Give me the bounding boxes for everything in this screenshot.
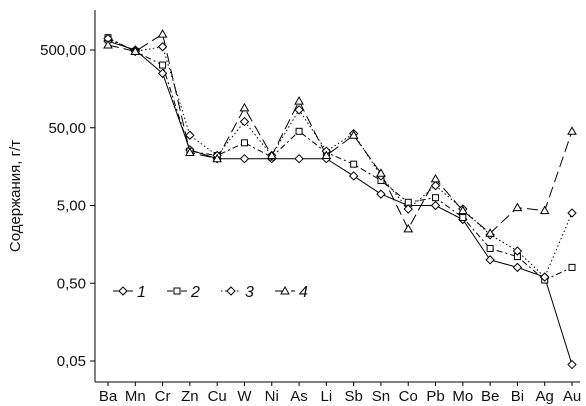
series-2-point xyxy=(159,61,167,69)
series-4-point xyxy=(457,205,468,215)
x-tick-label: Bi xyxy=(511,388,524,405)
series-3-point xyxy=(403,204,413,214)
series-4-point xyxy=(266,150,277,159)
series-4-point xyxy=(539,205,550,215)
series-4-point xyxy=(376,168,386,177)
series-1-point xyxy=(239,153,250,164)
x-tick-label: Ni xyxy=(265,388,279,405)
legend-marker-1 xyxy=(118,286,128,296)
y-tick-label: 0,50 xyxy=(57,275,86,292)
series-1-point xyxy=(485,255,495,265)
legend-marker-4 xyxy=(280,285,290,295)
series-2-point xyxy=(459,214,467,222)
x-ticks: Ba Mn Cr Zn Cu W Ni As Li Sb Sn Co Pb Mo Be Bi Ag Au xyxy=(99,382,581,405)
series-4-point xyxy=(130,46,141,55)
x-tick-label: Sn xyxy=(372,388,390,405)
series-4-line xyxy=(107,33,573,234)
series-4-point xyxy=(185,147,195,157)
y-tick-label: 0,05 xyxy=(57,353,86,370)
x-tick-label: Ba xyxy=(99,388,118,405)
series-4-point xyxy=(403,223,414,233)
series-1-point xyxy=(512,262,523,273)
series-lines xyxy=(107,33,573,365)
x-tick-label: Cu xyxy=(208,388,227,405)
series-4-point xyxy=(157,29,168,38)
x-tick-label: Li xyxy=(321,388,333,405)
series-2-point xyxy=(295,127,303,135)
y-tick-label: 500,00 xyxy=(40,42,86,59)
legend-label-1: 1 xyxy=(137,284,146,301)
series-4-point xyxy=(430,173,441,183)
legend-label-4: 4 xyxy=(299,284,308,301)
x-tick-label: W xyxy=(237,388,252,405)
series-3-point xyxy=(157,42,168,52)
series-4-point xyxy=(294,96,304,105)
series-2-point xyxy=(432,194,440,202)
series-3-point xyxy=(239,116,250,127)
series-3-point xyxy=(430,180,441,191)
chart-legend: 1 2 3 4 xyxy=(113,284,308,301)
legend-label-3: 3 xyxy=(245,284,254,301)
x-tick-label: Mo xyxy=(452,388,473,405)
series-2-point xyxy=(350,160,358,168)
y-tick-label: 5,00 xyxy=(57,198,86,215)
series-2-point xyxy=(486,244,494,252)
series-1-line xyxy=(107,40,573,365)
x-tick-label: Be xyxy=(481,388,499,405)
x-tick-label: Au xyxy=(563,388,581,405)
series-4-point xyxy=(212,153,223,163)
x-tick-label: Cr xyxy=(155,388,171,405)
series-1-point xyxy=(157,68,168,79)
x-tick-label: Zn xyxy=(181,388,199,405)
series-3-point xyxy=(567,208,577,218)
series-4-point xyxy=(348,130,359,139)
legend-label-2: 2 xyxy=(190,284,200,301)
y-axis-title: Содержания, г/т xyxy=(7,140,24,252)
series-3-point xyxy=(539,272,550,282)
series-markers xyxy=(103,29,577,370)
series-4-point xyxy=(512,202,523,212)
x-tick-label: Ag xyxy=(536,388,554,405)
series-3-point xyxy=(512,246,523,256)
series-4-point xyxy=(321,150,332,159)
series-1-point xyxy=(294,153,304,164)
series-3-point xyxy=(294,105,304,115)
series-2-line xyxy=(107,37,573,281)
series-4-point xyxy=(567,126,577,135)
series-1-point xyxy=(348,171,359,181)
series-2-point xyxy=(568,263,576,271)
series-4-point xyxy=(485,228,495,237)
x-tick-label: Mn xyxy=(125,388,146,405)
x-tick-label: Co xyxy=(399,388,418,405)
x-tick-label: As xyxy=(290,388,308,405)
series-1-point xyxy=(430,200,441,211)
x-tick-label: Sb xyxy=(344,388,362,405)
series-4-point xyxy=(103,39,113,49)
y-tick-label: 50,00 xyxy=(48,120,86,137)
series-1-point xyxy=(376,189,386,199)
series-4-point xyxy=(239,102,250,112)
series-1-point xyxy=(567,359,577,370)
y-ticks: 0,05 0,50 5,00 50,00 500,00 xyxy=(40,42,95,370)
series-2-point xyxy=(240,139,248,147)
chart-axes xyxy=(94,10,580,383)
legend-marker-2 xyxy=(173,287,181,295)
x-tick-label: Pb xyxy=(426,388,444,405)
legend-marker-3 xyxy=(226,286,236,296)
series-3-point xyxy=(185,130,195,140)
